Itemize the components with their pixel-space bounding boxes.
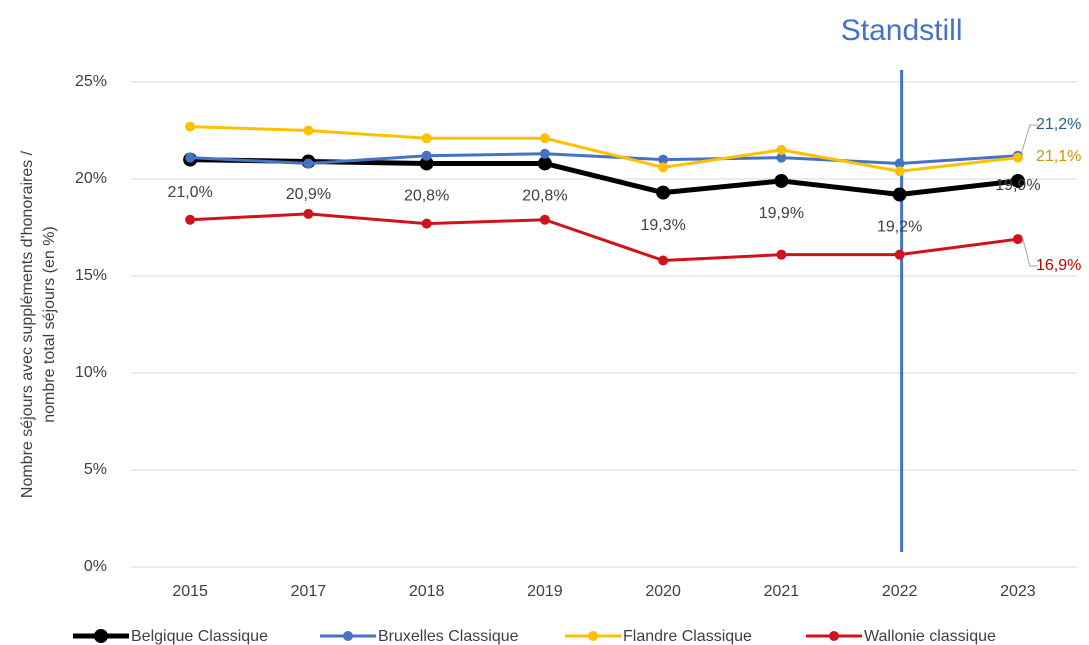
marker — [303, 125, 314, 136]
marker — [776, 152, 787, 163]
marker — [894, 249, 905, 260]
y-tick-label: 5% — [84, 461, 107, 478]
data-label: 20,8% — [404, 188, 449, 205]
x-tick-label: 2021 — [764, 583, 800, 600]
legend-marker — [343, 631, 353, 641]
legend-label: Bruxelles Classique — [378, 628, 519, 645]
marker — [1012, 234, 1023, 245]
legend-marker — [829, 631, 839, 641]
marker — [303, 158, 314, 169]
data-label: 20,8% — [522, 188, 567, 205]
data-label: 19,9% — [759, 205, 804, 222]
x-tick-label: 2022 — [882, 583, 918, 600]
marker — [303, 208, 314, 219]
legend-marker — [588, 631, 598, 641]
legend-label: Belgique Classique — [131, 628, 268, 645]
marker — [776, 249, 787, 260]
marker — [185, 214, 196, 225]
leader-line — [1021, 124, 1038, 152]
data-label: 21,0% — [167, 184, 212, 201]
marker — [1012, 152, 1023, 163]
y-tick-label: 15% — [75, 267, 107, 284]
y-axis-label: Nombre séjours avec suppléments d'honora… — [19, 150, 36, 498]
marker — [185, 121, 196, 132]
marker — [894, 166, 905, 177]
data-label: 21,2% — [1036, 116, 1081, 133]
marker — [539, 133, 550, 144]
y-axis-label: nombre total séjours (en %) — [41, 226, 58, 423]
marker — [539, 214, 550, 225]
series-line — [190, 125, 1019, 173]
marker — [894, 158, 905, 169]
x-tick-label: 2019 — [527, 583, 563, 600]
legend-marker — [94, 629, 108, 643]
x-tick-label: 2017 — [291, 583, 327, 600]
marker — [419, 156, 434, 171]
marker — [537, 156, 552, 171]
x-tick-label: 2020 — [645, 583, 681, 600]
data-label: 21,1% — [1036, 148, 1081, 165]
y-tick-label: 10% — [75, 364, 107, 381]
marker — [658, 154, 669, 165]
marker — [421, 133, 432, 144]
data-label: 19,9% — [995, 177, 1040, 194]
data-label: 16,9% — [1036, 257, 1081, 274]
y-tick-label: 25% — [75, 73, 107, 90]
marker — [539, 148, 550, 159]
marker — [892, 187, 907, 202]
marker — [776, 144, 787, 155]
legend-label: Flandre Classique — [623, 628, 752, 645]
series-line — [190, 212, 1019, 262]
marker — [421, 218, 432, 229]
data-label: 20,9% — [286, 186, 331, 203]
legend-label: Wallonie classique — [864, 628, 996, 645]
marker — [774, 173, 789, 188]
x-tick-label: 2015 — [172, 583, 208, 600]
x-tick-label: 2023 — [1000, 583, 1036, 600]
data-label: 19,3% — [640, 217, 685, 234]
marker — [658, 255, 669, 266]
marker — [185, 152, 196, 163]
series-line — [190, 152, 1018, 165]
data-label: 19,2% — [877, 219, 922, 236]
x-tick-label: 2018 — [409, 583, 445, 600]
marker — [1010, 173, 1025, 188]
marker — [658, 162, 669, 173]
marker — [421, 150, 432, 161]
y-tick-label: 0% — [84, 558, 107, 575]
y-tick-label: 20% — [75, 170, 107, 187]
annotation-label: Standstill — [841, 14, 963, 47]
leader-line — [1021, 235, 1038, 267]
marker — [656, 185, 671, 200]
